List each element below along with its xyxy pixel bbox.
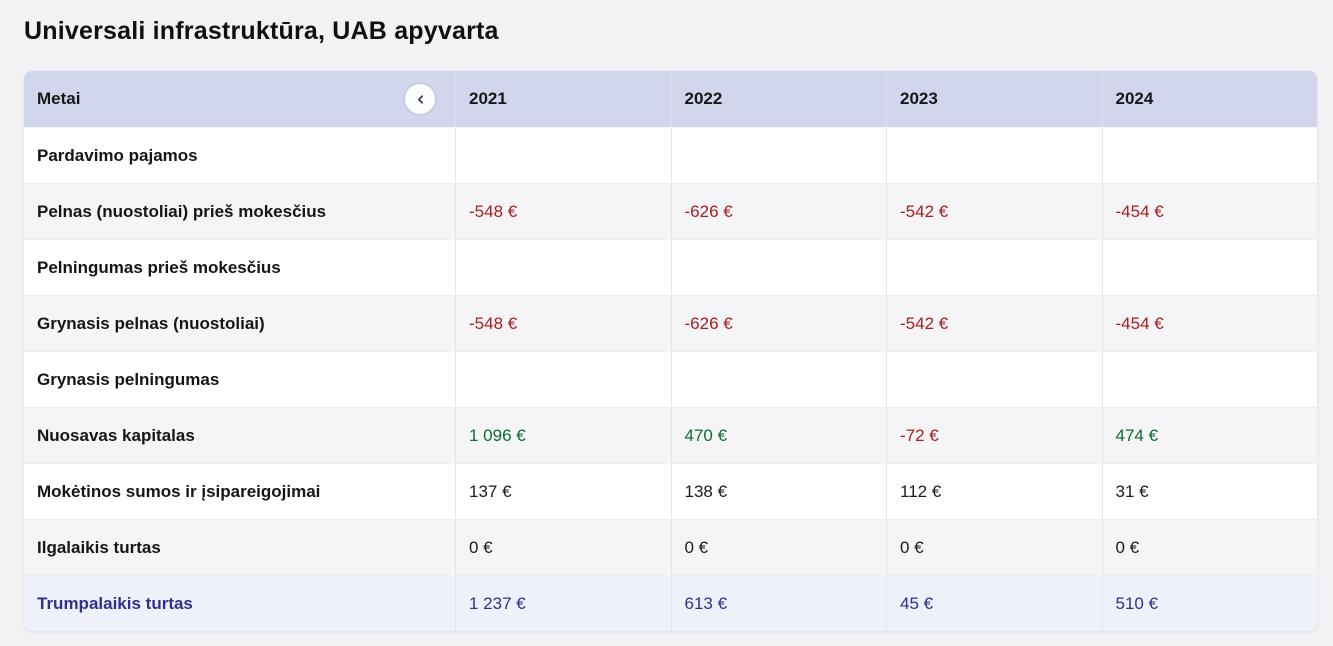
- cell-value: 1 237 €: [455, 576, 671, 631]
- cell-value: [455, 128, 671, 183]
- cell-value: 138 €: [670, 464, 887, 519]
- column-header-metai: Metai: [24, 71, 455, 127]
- row-label: Pelningumas prieš mokesčius: [37, 257, 281, 277]
- row-label: Ilgalaikis turtas: [37, 537, 161, 557]
- cell-value: 1 096 €: [455, 408, 671, 463]
- cell-value: 0 €: [886, 520, 1102, 575]
- cell-value: 0 €: [1101, 520, 1318, 575]
- cell-value: 510 €: [1101, 576, 1318, 631]
- cell-value: 137 €: [455, 464, 671, 519]
- cell-value: 112 €: [886, 464, 1102, 519]
- table-row-moketinos-sumos: Mokėtinos sumos ir įsipareigojimai 137 €…: [24, 463, 1317, 519]
- table-row-grynasis-pelnas: Grynasis pelnas (nuostoliai) -548 € -626…: [24, 295, 1317, 351]
- cell-value: 0 €: [670, 520, 887, 575]
- table-row-pelningumas-pries-mokescius: Pelningumas prieš mokesčius: [24, 239, 1317, 295]
- row-label-link[interactable]: Trumpalaikis turtas: [37, 593, 193, 613]
- row-label: Grynasis pelningumas: [37, 369, 220, 389]
- table-row-pardavimo-pajamos: Pardavimo pajamos: [24, 127, 1317, 183]
- cell-value: [886, 352, 1102, 407]
- chevron-left-icon: [414, 93, 427, 106]
- table-header-row: Metai 2021 2022 2023 2024: [24, 71, 1317, 127]
- collapse-columns-button[interactable]: [405, 84, 435, 114]
- cell-value: -542 €: [886, 184, 1102, 239]
- cell-value: 613 €: [670, 576, 887, 631]
- column-header-year: 2021: [455, 71, 671, 127]
- cell-value: -626 €: [670, 184, 887, 239]
- cell-value: -548 €: [455, 184, 671, 239]
- financials-table: Metai 2021 2022 2023 2024 Pardavimo paja…: [24, 71, 1317, 631]
- cell-value: [670, 128, 887, 183]
- cell-value: 474 €: [1101, 408, 1318, 463]
- cell-value: -72 €: [886, 408, 1102, 463]
- table-row-grynasis-pelningumas: Grynasis pelningumas: [24, 351, 1317, 407]
- column-header-metai-label: Metai: [37, 89, 81, 108]
- cell-value: [886, 128, 1102, 183]
- cell-value: [1101, 352, 1318, 407]
- table-row-ilgalaikis-turtas: Ilgalaikis turtas 0 € 0 € 0 € 0 €: [24, 519, 1317, 575]
- cell-value: -626 €: [670, 296, 887, 351]
- row-label: Nuosavas kapitalas: [37, 425, 195, 445]
- page-title: Universali infrastruktūra, UAB apyvarta: [24, 17, 499, 45]
- row-label: Grynasis pelnas (nuostoliai): [37, 313, 265, 333]
- cell-value: 470 €: [670, 408, 887, 463]
- table-row-nuosavas-kapitalas: Nuosavas kapitalas 1 096 € 470 € -72 € 4…: [24, 407, 1317, 463]
- cell-value: [1101, 128, 1318, 183]
- cell-value: -454 €: [1101, 296, 1318, 351]
- cell-value: [670, 240, 887, 295]
- cell-value: [670, 352, 887, 407]
- row-label: Pelnas (nuostoliai) prieš mokesčius: [37, 201, 327, 221]
- column-header-year: 2022: [670, 71, 887, 127]
- cell-value: 31 €: [1101, 464, 1318, 519]
- cell-value: [455, 352, 671, 407]
- table-row-trumpalaikis-turtas[interactable]: Trumpalaikis turtas 1 237 € 613 € 45 € 5…: [24, 575, 1317, 631]
- table-row-pelnas-pries-mokescius: Pelnas (nuostoliai) prieš mokesčius -548…: [24, 183, 1317, 239]
- cell-value: [455, 240, 671, 295]
- table-body: Pardavimo pajamos Pelnas (nuostoliai) pr…: [24, 127, 1317, 631]
- row-label: Pardavimo pajamos: [37, 145, 198, 165]
- cell-value: -454 €: [1101, 184, 1318, 239]
- cell-value: 0 €: [455, 520, 671, 575]
- cell-value: -548 €: [455, 296, 671, 351]
- row-label: Mokėtinos sumos ir įsipareigojimai: [37, 481, 321, 501]
- column-header-year: 2023: [886, 71, 1102, 127]
- cell-value: 45 €: [886, 576, 1102, 631]
- cell-value: -542 €: [886, 296, 1102, 351]
- cell-value: [1101, 240, 1318, 295]
- cell-value: [886, 240, 1102, 295]
- column-header-year: 2024: [1101, 71, 1318, 127]
